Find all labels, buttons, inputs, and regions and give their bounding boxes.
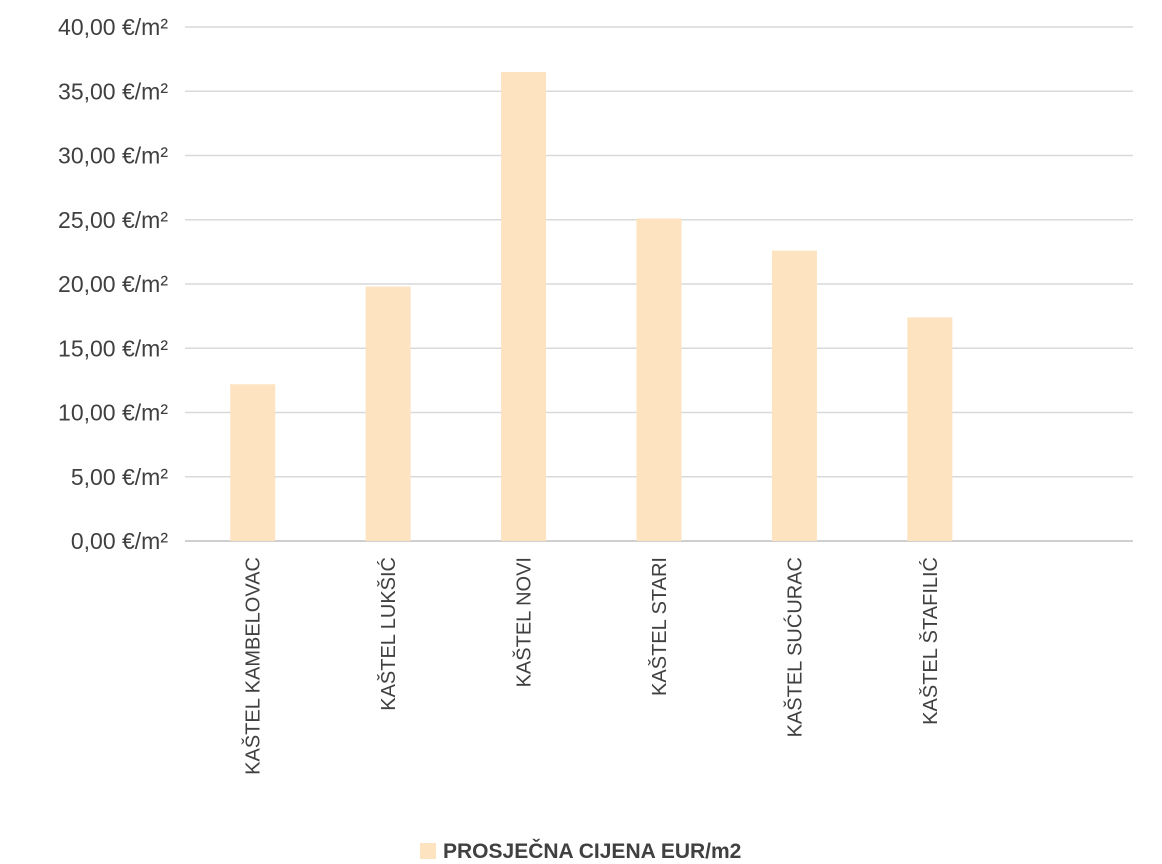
- bar: [230, 384, 276, 541]
- y-tick-label: 10,00 €/m²: [58, 400, 168, 426]
- bar: [636, 218, 682, 541]
- bars: [230, 71, 953, 541]
- y-tick-label: 40,00 €/m²: [58, 14, 168, 40]
- bar: [771, 250, 817, 541]
- x-category-label: KAŠTEL SUĆURAC: [783, 557, 806, 737]
- x-category-label: KAŠTEL LUKŠIĆ: [377, 557, 400, 711]
- y-axis-tick-labels: 0,00 €/m² 5,00 €/m² 10,00 €/m² 15,00 €/m² 20…: [58, 14, 168, 554]
- y-tick-label: 5,00 €/m²: [71, 464, 168, 490]
- legend-label: PROSJEČNA CIJENA EUR/m2: [443, 839, 741, 863]
- bar: [907, 317, 953, 541]
- y-tick-label: 25,00 €/m²: [58, 207, 168, 233]
- y-tick-label: 20,00 €/m²: [58, 271, 168, 297]
- x-category-label: KAŠTEL NOVI: [513, 557, 536, 687]
- x-category-label: KAŠTEL KAMBELOVAC: [242, 557, 265, 775]
- y-tick-label: 15,00 €/m²: [58, 335, 168, 361]
- y-tick-label: 35,00 €/m²: [58, 78, 168, 104]
- bar: [365, 286, 411, 541]
- x-category-label: KAŠTEL STARI: [648, 557, 671, 696]
- bar: [501, 71, 547, 541]
- legend: PROSJEČNA CIJENA EUR/m2: [420, 839, 741, 863]
- x-category-label: KAŠTEL ŠTAFILIĆ: [919, 557, 942, 725]
- legend-swatch: [420, 843, 436, 859]
- y-tick-label: 30,00 €/m²: [58, 143, 168, 169]
- y-tick-label: 0,00 €/m²: [71, 528, 168, 554]
- x-axis-category-labels: KAŠTEL KAMBELOVAC KAŠTEL LUKŠIĆ KAŠTEL NOV…: [242, 557, 942, 775]
